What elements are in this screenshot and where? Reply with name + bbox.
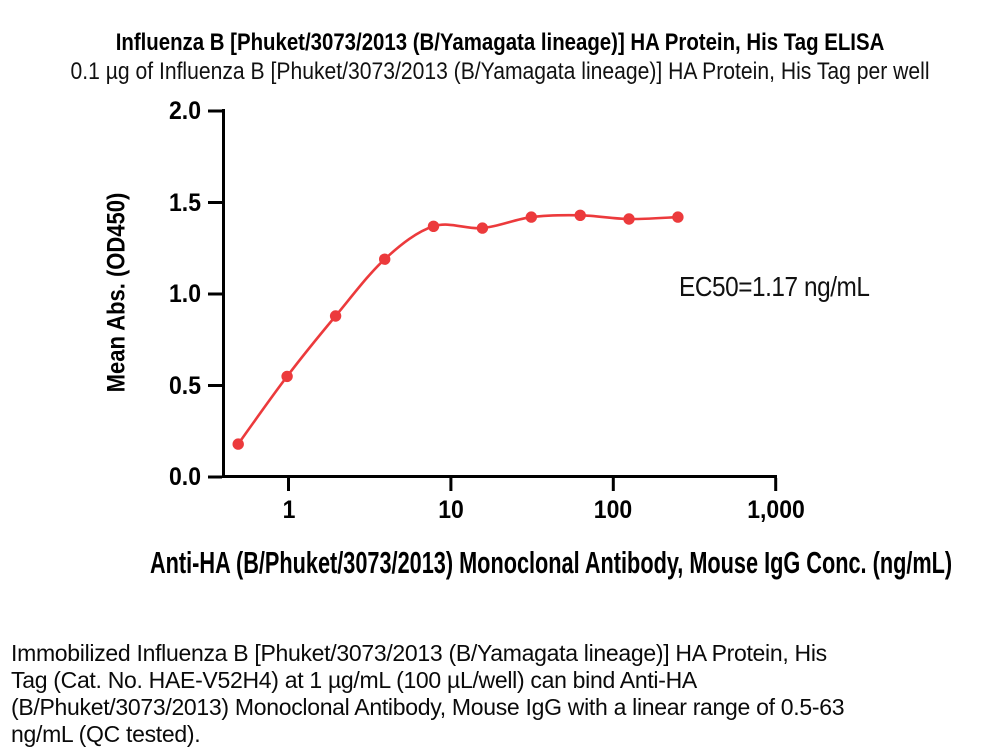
data-point [623,213,635,225]
x-axis-title: Anti-HA (B/Phuket/3073/2013) Monoclonal … [150,545,953,580]
data-point [427,220,440,232]
data-point [476,222,489,234]
x-tick-label: 100 [594,496,633,524]
page-title: Influenza B [Phuket/3073/2013 (B/Yamagat… [115,29,885,56]
x-axis-ticks [287,478,778,491]
ec50-annotation: EC50=1.17 ng/mL [679,271,870,302]
y-tick-label: 1.0 [169,280,201,308]
y-tick-label: 2.0 [169,97,201,125]
data-point [232,438,244,450]
y-tick-label: 1.5 [169,188,201,217]
y-axis-ticks [208,109,222,479]
page-subtitle: 0.1 µg of Influenza B [Phuket/3073/2013 … [70,58,930,85]
y-tick-label: 0.0 [169,463,201,491]
data-point [525,211,537,223]
description-paragraph: Immobilized Influenza B [Phuket/3073/201… [11,640,845,747]
x-tick-label: 10 [438,496,464,524]
data-point [281,370,293,383]
y-axis-title: Mean Abs. (OD450) [102,192,131,393]
data-point [329,310,342,322]
data-point [672,211,684,223]
data-points [232,209,684,450]
y-tick-label: 0.5 [169,371,201,400]
fit-curve [237,213,678,445]
x-tick-label: 1,000 [746,496,805,524]
data-point [379,253,391,265]
data-point [574,209,586,221]
x-tick-label: 1 [282,496,295,524]
